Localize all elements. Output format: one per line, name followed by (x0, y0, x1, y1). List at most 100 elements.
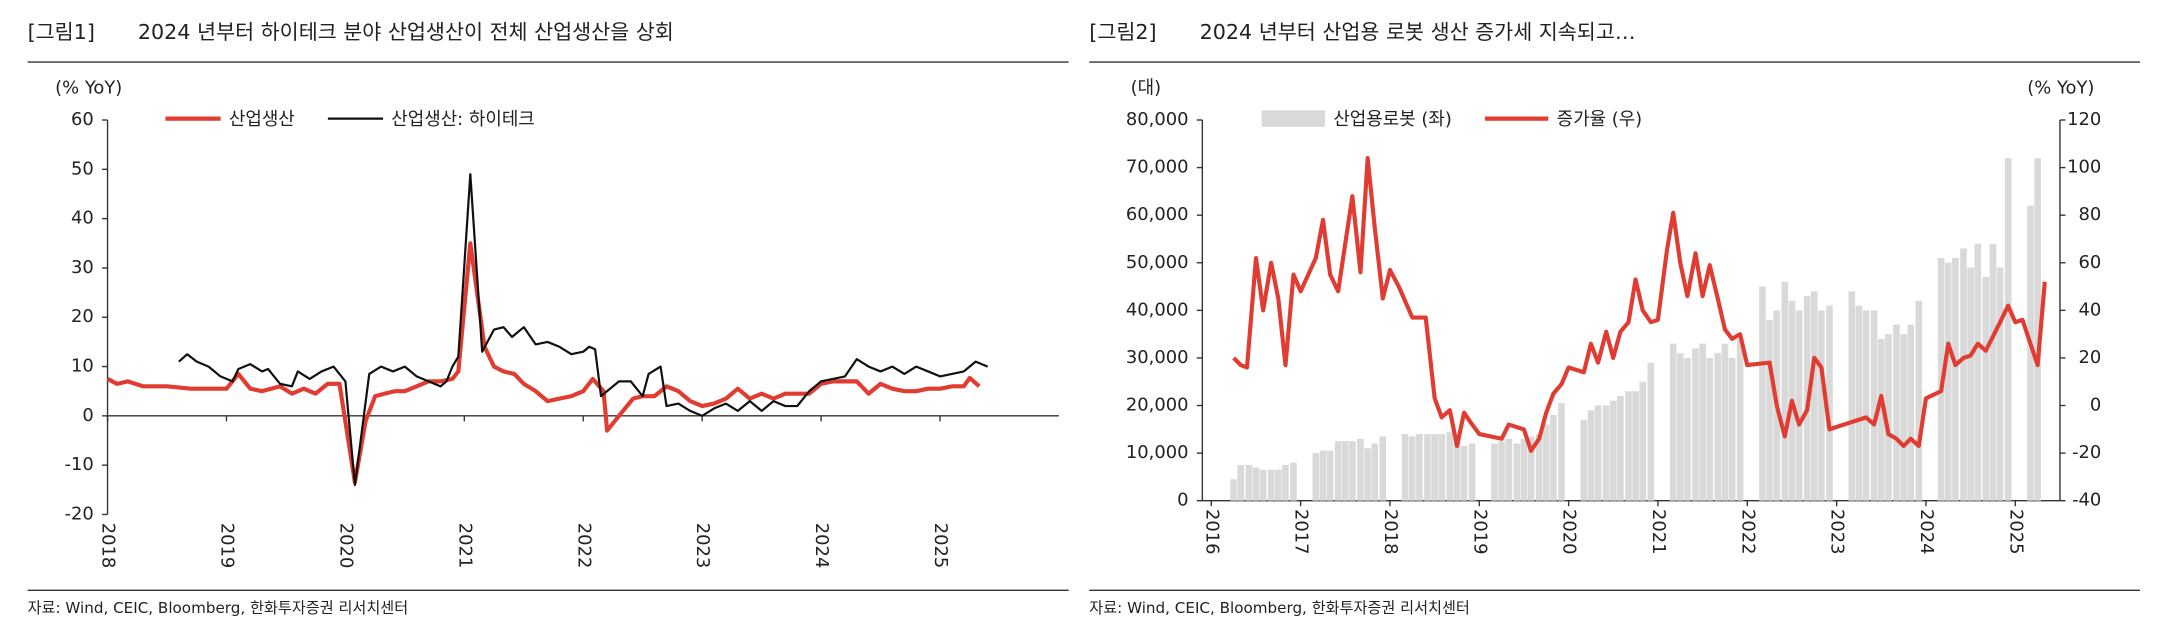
bar (1818, 310, 1825, 501)
bar (1989, 243, 1997, 501)
x-tick-label: 2017 (1291, 509, 1312, 555)
bar (1684, 357, 1691, 501)
x-tick-label: 2022 (1737, 509, 1758, 555)
y-tick-label: 0 (82, 405, 93, 426)
bar (1721, 343, 1729, 501)
chart-title: 2024 년부터 하이테크 분야 산업생산이 전체 산업생산을 상회 (138, 20, 674, 44)
bar (1826, 305, 1833, 501)
y2-tick-label: 20 (2079, 347, 2102, 368)
line-series (178, 173, 989, 487)
x-tick-label: 2023 (692, 523, 713, 569)
bar (1274, 469, 1282, 501)
x-tick-label: 2025 (930, 523, 951, 569)
y-tick-label: -20 (65, 503, 94, 524)
bar (1438, 434, 1446, 501)
bar (1319, 450, 1327, 501)
bar (1520, 438, 1528, 501)
bar (1580, 419, 1588, 501)
bar (1699, 343, 1706, 501)
y-tick-label: 10,000 (1126, 442, 1189, 463)
bar (1885, 334, 1892, 501)
bar (1609, 400, 1617, 501)
bar (1401, 434, 1409, 501)
bar (1714, 353, 1722, 501)
bar (1259, 469, 1267, 501)
bar (1237, 465, 1245, 501)
bar (1513, 443, 1521, 501)
bar (1617, 396, 1624, 501)
bar (1491, 443, 1498, 501)
bar (1453, 441, 1461, 501)
y-tick-label: 50,000 (1126, 252, 1189, 273)
bar (1230, 479, 1237, 501)
bar (1639, 381, 1647, 501)
legend-label: 산업용로봇 (좌) (1333, 109, 1451, 130)
bar (1334, 441, 1342, 501)
bar (1795, 310, 1803, 501)
x-tick-label: 2018 (1380, 509, 1401, 555)
bar (1468, 443, 1476, 501)
x-tick-label: 2018 (98, 523, 119, 569)
y-tick-label: 60,000 (1126, 204, 1189, 225)
bar (1558, 403, 1565, 501)
bar (1542, 424, 1550, 501)
bar (1967, 267, 1974, 501)
x-tick-label: 2019 (216, 523, 237, 569)
bar (1781, 281, 1789, 501)
bar (1766, 319, 1773, 501)
bar (1952, 258, 1959, 501)
bar (1728, 357, 1736, 501)
bar (1848, 291, 1856, 501)
bar (1416, 434, 1423, 501)
y2-tick-label: 120 (2067, 109, 2101, 130)
line-series (106, 241, 981, 485)
bar (1982, 277, 1990, 501)
x-tick-label: 2024 (1916, 509, 1937, 555)
y-tick-label: 50 (71, 158, 94, 179)
bar (1676, 353, 1684, 501)
y-tick-label: 70,000 (1126, 157, 1189, 178)
y-tick-label: 60 (71, 109, 94, 130)
bar (1535, 434, 1543, 501)
bar (2034, 158, 2041, 501)
legend-label: 증가율 (우) (1557, 109, 1643, 130)
y-tick-label: 40 (71, 208, 94, 229)
bar (1647, 362, 1655, 501)
y2-axis-label: (% YoY) (2027, 77, 2094, 98)
source: 자료: Wind, CEIC, Bloomberg, 한화투자증권 리서치센터 (28, 599, 409, 617)
y-tick-label: 20 (71, 306, 94, 327)
source: 자료: Wind, CEIC, Bloomberg, 한화투자증권 리서치센터 (1089, 599, 1470, 617)
bar (1290, 462, 1297, 501)
bar (1505, 438, 1513, 501)
bar (1602, 405, 1610, 501)
bar (1736, 338, 1744, 501)
legend-swatch (1261, 110, 1326, 127)
bar (1893, 324, 1900, 501)
bar (1364, 448, 1371, 501)
x-tick-label: 2023 (1827, 509, 1848, 555)
y2-tick-label: 40 (2079, 299, 2102, 320)
y-tick-label: 10 (71, 356, 94, 377)
chart-title: 2024 년부터 산업용 로봇 생산 증가세 지속되고… (1200, 20, 1636, 44)
bar (1431, 434, 1438, 501)
line-series (1232, 156, 2047, 453)
legend-label: 산업생산: 하이테크 (391, 109, 534, 130)
y-tick-label: 40,000 (1126, 299, 1189, 320)
y2-tick-label: 80 (2079, 204, 2102, 225)
y2-tick-label: -40 (2072, 490, 2101, 511)
bar (2027, 205, 2034, 501)
bar (1408, 436, 1416, 501)
bar (1996, 267, 2004, 501)
bar (1855, 305, 1863, 501)
x-tick-label: 2019 (1469, 509, 1490, 555)
bar (1282, 465, 1289, 501)
bar (1907, 324, 1915, 501)
x-tick-label: 2021 (454, 523, 475, 569)
y-tick-label: 30 (71, 257, 94, 278)
bar (1862, 310, 1870, 501)
figure-label: [그림2] (1089, 20, 1156, 44)
bar (1915, 300, 1923, 501)
bar (2004, 158, 2012, 501)
bar (1527, 436, 1535, 501)
